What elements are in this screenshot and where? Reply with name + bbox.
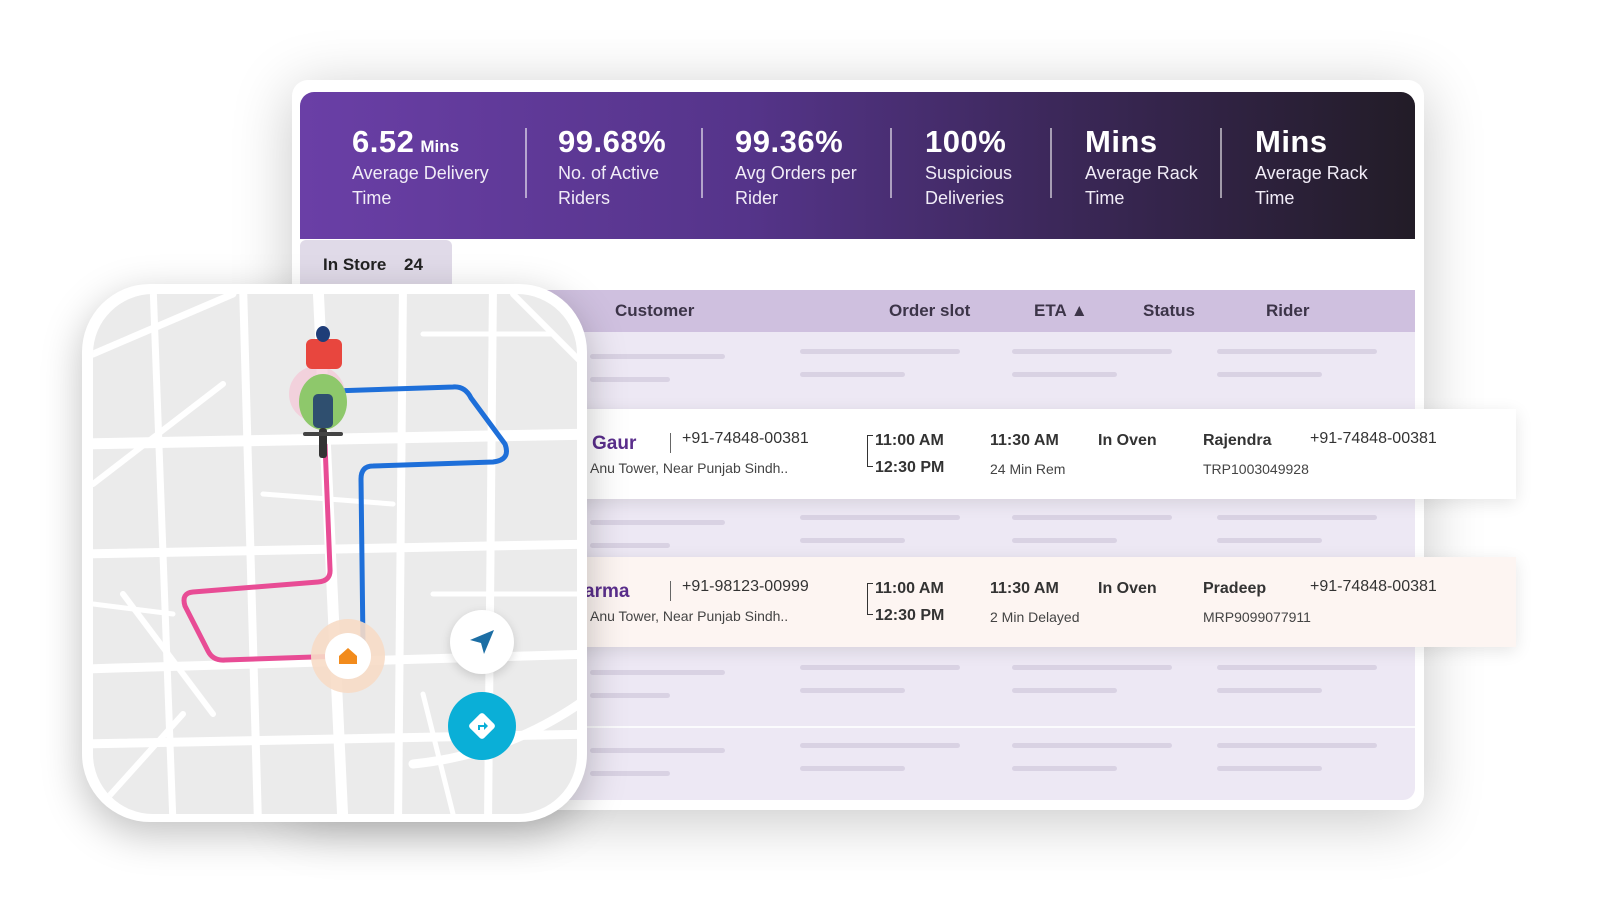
navigate-arrow-icon bbox=[470, 630, 494, 654]
stat-label: Average Rack Time bbox=[1085, 163, 1198, 208]
column-header-eta[interactable]: ETA ▲ bbox=[1034, 301, 1088, 320]
rider-name: Rajendra bbox=[1203, 432, 1272, 449]
column-header-rider[interactable]: Rider bbox=[1266, 301, 1310, 320]
slot-bracket bbox=[867, 435, 873, 467]
eta-time: 11:30 AM bbox=[990, 580, 1059, 597]
rider-phone: +91-74848-00381 bbox=[1310, 578, 1437, 595]
order-status: In Oven bbox=[1098, 580, 1157, 597]
column-header-status[interactable]: Status bbox=[1143, 301, 1195, 320]
slot-bracket bbox=[867, 583, 873, 615]
stat-divider bbox=[890, 128, 892, 198]
stat-value: Mins bbox=[1085, 124, 1158, 159]
tab-in-store[interactable]: In Store 24 bbox=[300, 240, 452, 290]
stat-divider bbox=[701, 128, 703, 198]
map-canvas bbox=[93, 294, 577, 814]
order-status: In Oven bbox=[1098, 432, 1157, 449]
customer-address: Anu Tower, Near Punjab Sindh.. bbox=[590, 608, 789, 624]
order-row[interactable]: Gaur +91-74848-00381 Anu Tower, Near Pun… bbox=[555, 409, 1516, 499]
rider-id: TRP1003049928 bbox=[1203, 461, 1309, 477]
customer-phone: +91-98123-00999 bbox=[682, 578, 809, 595]
slot-end: 12:30 PM bbox=[875, 607, 945, 624]
stat-value: 99.36% bbox=[735, 124, 844, 159]
stat-value: 100% bbox=[925, 124, 1007, 159]
customer-address: Anu Tower, Near Punjab Sindh.. bbox=[590, 460, 789, 476]
rider-id: MRP9099077911 bbox=[1203, 609, 1311, 625]
route-remaining bbox=[332, 384, 509, 645]
eta-note: 24 Min Rem bbox=[990, 461, 1066, 477]
stat-label: Average Rack Time bbox=[1255, 163, 1368, 208]
stat-value: 99.68% bbox=[558, 124, 667, 159]
tab-label: In Store bbox=[323, 255, 387, 274]
stat-divider bbox=[525, 128, 527, 198]
recenter-button[interactable] bbox=[450, 610, 514, 674]
stat-label: Average Delivery Time bbox=[352, 163, 489, 208]
stat-divider bbox=[1220, 128, 1222, 198]
customer-name: Gaur bbox=[592, 433, 637, 454]
order-row[interactable]: arma +91-98123-00999 Anu Tower, Near Pun… bbox=[555, 557, 1516, 647]
slot-start: 11:00 AM bbox=[875, 580, 944, 597]
stat-active-riders: 99.68% No. of Active Riders bbox=[558, 125, 678, 211]
stats-header: 6.52 Mins Average Delivery Time 99.68% No… bbox=[300, 92, 1415, 239]
stat-label: Avg Orders per Rider bbox=[735, 163, 857, 208]
column-header-order-slot[interactable]: Order slot bbox=[889, 301, 971, 320]
stat-unit: Mins bbox=[420, 137, 460, 156]
customer-phone: +91-74848-00381 bbox=[682, 430, 809, 447]
eta-note: 2 Min Delayed bbox=[990, 609, 1080, 625]
directions-button[interactable] bbox=[448, 692, 516, 760]
rider-icon bbox=[289, 326, 347, 458]
stat-average-delivery-time: 6.52 Mins Average Delivery Time bbox=[352, 125, 502, 211]
eta-time: 11:30 AM bbox=[990, 432, 1059, 449]
stat-value: 6.52 bbox=[352, 124, 415, 159]
stat-orders-per-rider: 99.36% Avg Orders per Rider bbox=[735, 125, 865, 211]
directions-icon bbox=[469, 713, 495, 739]
rider-phone: +91-74848-00381 bbox=[1310, 430, 1437, 447]
stat-average-rack-time-2: Mins Average Rack Time bbox=[1255, 125, 1375, 211]
customer-name: arma bbox=[584, 581, 630, 602]
stat-average-rack-time: Mins Average Rack Time bbox=[1085, 125, 1205, 211]
stat-suspicious-deliveries: 100% Suspicious Deliveries bbox=[925, 125, 1035, 211]
column-header-customer[interactable]: Customer bbox=[615, 301, 695, 320]
map-view[interactable] bbox=[93, 294, 577, 814]
rider-name: Pradeep bbox=[1203, 580, 1267, 597]
stat-label: No. of Active Riders bbox=[558, 163, 660, 208]
stat-label: Suspicious Deliveries bbox=[925, 163, 1013, 208]
slot-start: 11:00 AM bbox=[875, 432, 944, 449]
separator bbox=[670, 581, 671, 601]
stat-divider bbox=[1050, 128, 1052, 198]
home-icon bbox=[339, 648, 357, 664]
separator bbox=[670, 433, 671, 453]
tab-count: 24 bbox=[404, 255, 423, 274]
slot-end: 12:30 PM bbox=[875, 459, 945, 476]
route-traveled bbox=[181, 443, 344, 663]
row-divider bbox=[300, 726, 1415, 728]
stat-value: Mins bbox=[1255, 124, 1328, 159]
